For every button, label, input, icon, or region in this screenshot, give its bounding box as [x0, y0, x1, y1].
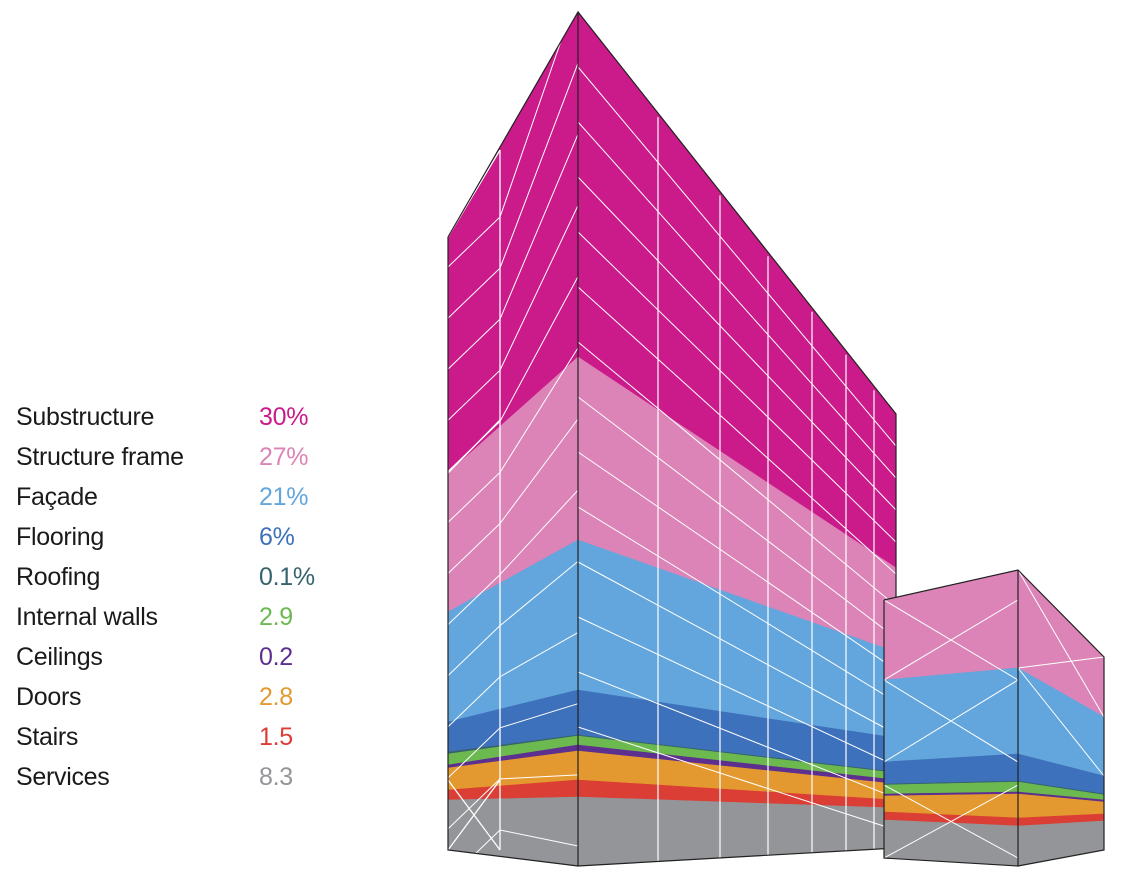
- legend-item-ceilings: Ceilings 0.2: [16, 637, 346, 677]
- tall-building-right-face: [447, 10, 897, 867]
- legend-item-services: Services 8.3: [16, 757, 346, 797]
- wireframe-line: [499, 632, 579, 678]
- legend-value: 30%: [259, 403, 309, 431]
- wireframe-line: [447, 420, 501, 472]
- tall-left-band-services: [447, 796, 579, 867]
- wireframe-line: [499, 347, 579, 473]
- wireframe-line: [1017, 569, 1105, 718]
- wireframe-line: [447, 472, 501, 523]
- legend-value: 6%: [259, 523, 295, 551]
- legend: Substructure 30% Structure frame 27% Faç…: [16, 397, 346, 797]
- wireframe-line: [447, 574, 501, 625]
- wireframe-line: [1017, 667, 1105, 777]
- wireframe-line: [499, 418, 579, 524]
- small-right-band-services: [1017, 820, 1105, 867]
- wireframe-line: [883, 784, 1019, 859]
- tall-right-band-services: [577, 796, 897, 867]
- wireframe-line: [499, 489, 579, 575]
- legend-item-facade: Façade 21%: [16, 477, 346, 517]
- small-building-left-face: [883, 569, 1019, 867]
- legend-label: Substructure: [16, 403, 155, 431]
- wireframe-line: [577, 341, 897, 607]
- wireframe-line: [499, 276, 579, 422]
- wireframe-line: [577, 121, 897, 479]
- legend-label: Roofing: [16, 563, 101, 591]
- small-building-right-face: [883, 569, 1105, 867]
- legend-value: 8.3: [259, 763, 293, 791]
- wireframe-line: [499, 62, 579, 269]
- legend-value: 27%: [259, 443, 309, 471]
- wireframe-line: [499, 0, 576, 218]
- legend-value: 2.9: [259, 603, 293, 631]
- tall-building-left-face: [447, 0, 579, 880]
- wireframe-line: [577, 231, 897, 543]
- legend-value: 0.2: [259, 643, 293, 671]
- legend-item-substructure: Substructure 30%: [16, 397, 346, 437]
- wireframe-line: [577, 726, 897, 831]
- wireframe-line: [499, 829, 579, 847]
- wireframe-line: [499, 134, 579, 320]
- legend-label: Services: [16, 763, 110, 791]
- legend-item-internal-walls: Internal walls 2.9: [16, 597, 346, 637]
- wireframe-line: [447, 523, 501, 574]
- wireframe-line: [883, 599, 1019, 681]
- legend-label: Ceilings: [16, 643, 103, 671]
- wireframe-line: [447, 625, 501, 677]
- wireframe-line: [499, 560, 579, 627]
- legend-label: Internal walls: [16, 603, 158, 631]
- wireframe-line: [499, 774, 579, 780]
- legend-item-roofing: Roofing 0.1%: [16, 557, 346, 597]
- wireframe-line: [1017, 656, 1105, 669]
- legend-item-flooring: Flooring 6%: [16, 517, 346, 557]
- legend-item-structure-frame: Structure frame 27%: [16, 437, 346, 477]
- legend-value: 21%: [259, 483, 309, 511]
- wireframe-line: [447, 676, 501, 728]
- legend-value: 1.5: [259, 723, 293, 751]
- wireframe-line: [499, 703, 579, 729]
- wireframe-line: [577, 66, 897, 447]
- legend-label: Stairs: [16, 723, 79, 751]
- wireframe-line: [447, 369, 501, 421]
- wireframe-line: [577, 616, 897, 767]
- wireframe-line: [447, 779, 501, 851]
- legend-label: Flooring: [16, 523, 104, 551]
- wireframe-line: [577, 451, 897, 671]
- wireframe-line: [447, 267, 501, 319]
- wireframe-line: [447, 727, 501, 779]
- wireframe-line: [577, 286, 897, 575]
- small-left-band-structure-frame: [883, 569, 1019, 681]
- wireframe-line: [577, 396, 897, 639]
- wireframe-line: [883, 679, 1019, 763]
- wireframe-line: [577, 561, 897, 735]
- wireframe-line: [447, 318, 501, 370]
- legend-label: Doors: [16, 683, 82, 711]
- small-left-band-facade: [883, 667, 1019, 763]
- legend-label: Façade: [16, 483, 98, 511]
- wireframe-line: [577, 506, 897, 703]
- legend-label: Structure frame: [16, 443, 184, 471]
- wireframe-line: [577, 671, 897, 799]
- wireframe-line: [499, 205, 579, 371]
- legend-value: 2.8: [259, 683, 293, 711]
- wireframe-line: [447, 778, 501, 830]
- legend-item-doors: Doors 2.8: [16, 677, 346, 717]
- wireframe-line: [447, 216, 501, 268]
- legend-value: 0.1%: [259, 563, 315, 591]
- legend-item-stairs: Stairs 1.5: [16, 717, 346, 757]
- wireframe-line: [577, 176, 897, 511]
